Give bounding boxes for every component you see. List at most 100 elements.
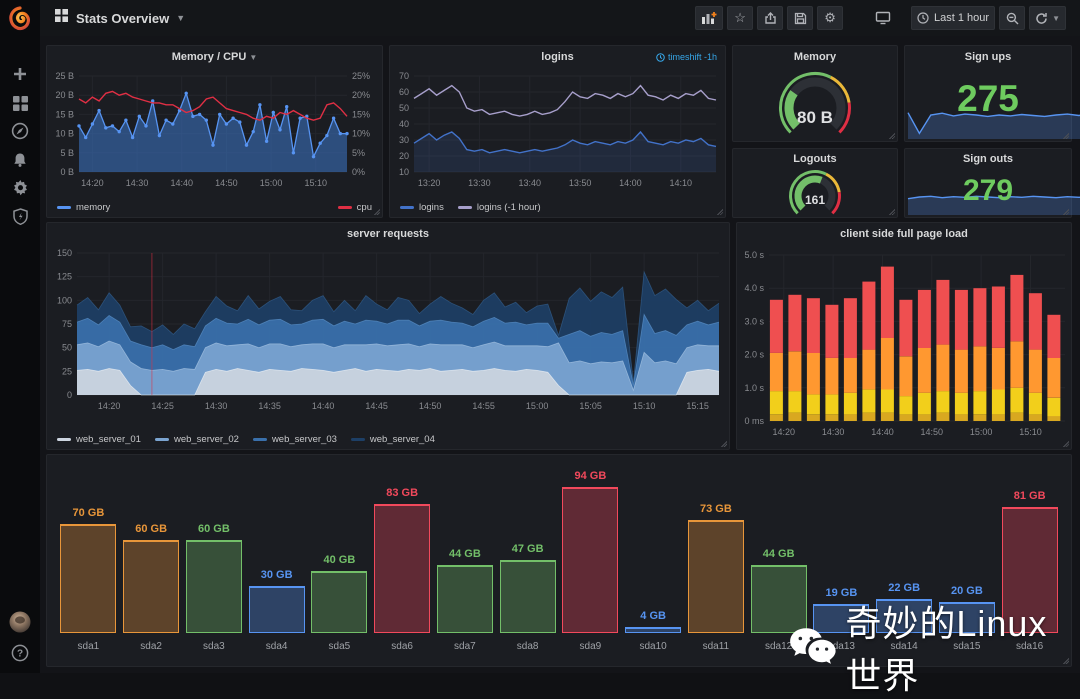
disk-bar-sda9[interactable]: [562, 487, 619, 633]
page-load-bar-segment[interactable]: [917, 348, 931, 393]
page-load-bar-segment[interactable]: [769, 414, 783, 421]
memory-point[interactable]: [204, 118, 208, 122]
sign-ups-sparkline[interactable]: [906, 88, 1080, 140]
memory-point[interactable]: [197, 112, 202, 117]
memory-point[interactable]: [251, 129, 255, 134]
configuration-gear-icon[interactable]: [0, 175, 40, 201]
refresh-interval-caret-icon[interactable]: ▼: [1052, 13, 1060, 23]
page-load-bar-segment[interactable]: [1047, 357, 1061, 398]
page-load-bar-segment[interactable]: [788, 412, 802, 421]
page-load-bar-segment[interactable]: [1028, 392, 1042, 415]
grafana-logo-icon[interactable]: [0, 4, 40, 34]
memory-point[interactable]: [124, 118, 128, 122]
disk-bar-sda4[interactable]: [248, 586, 305, 633]
page-load-bar-segment[interactable]: [862, 389, 876, 413]
refresh-button[interactable]: ▼: [1029, 6, 1066, 30]
memory-point[interactable]: [110, 124, 115, 128]
alerting-bell-icon[interactable]: [0, 147, 40, 173]
memory-point[interactable]: [271, 110, 275, 115]
page-load-bar-segment[interactable]: [973, 346, 987, 392]
panel-title[interactable]: Sign outs: [962, 153, 1014, 165]
create-icon[interactable]: [0, 61, 40, 87]
page-load-bar-segment[interactable]: [769, 391, 783, 415]
page-load-bar-segment[interactable]: [806, 352, 820, 395]
page-load-bar-segment[interactable]: [825, 304, 839, 358]
page-load-bar-segment[interactable]: [954, 289, 968, 350]
page-load-bar-segment[interactable]: [899, 396, 913, 415]
admin-shield-icon[interactable]: [0, 203, 40, 229]
star-button[interactable]: ☆: [727, 6, 754, 30]
legend-item-web-server-03[interactable]: web_server_03: [252, 434, 337, 445]
page-load-bar-segment[interactable]: [862, 281, 876, 350]
page-load-bar-segment[interactable]: [880, 389, 894, 413]
page-load-bar-segment[interactable]: [917, 289, 931, 348]
memory-point[interactable]: [258, 103, 262, 107]
panel-title[interactable]: Memory: [793, 51, 837, 63]
page-load-bar-segment[interactable]: [991, 414, 1005, 421]
panel-title[interactable]: Sign ups: [964, 51, 1012, 63]
page-load-bar-segment[interactable]: [1010, 341, 1024, 388]
disk-bar-sda11[interactable]: [687, 519, 744, 633]
dashboard-settings-button[interactable]: ⚙: [817, 6, 844, 30]
page-load-bar-segment[interactable]: [991, 389, 1005, 415]
page-load-bar-segment[interactable]: [954, 414, 968, 421]
memory-point[interactable]: [345, 131, 349, 136]
page-load-bar-segment[interactable]: [954, 349, 968, 393]
memory-point[interactable]: [90, 122, 95, 126]
page-load-bar-segment[interactable]: [806, 414, 820, 421]
add-panel-button[interactable]: [695, 6, 724, 30]
memory-point[interactable]: [311, 154, 316, 159]
page-load-bar-segment[interactable]: [880, 266, 894, 338]
memory-point[interactable]: [130, 135, 135, 140]
page-load-bar-segment[interactable]: [973, 288, 987, 347]
memory-point[interactable]: [338, 131, 342, 136]
legend-item-memory[interactable]: memory: [57, 202, 110, 213]
disk-bar-sda1[interactable]: [60, 524, 117, 633]
memory-point[interactable]: [278, 128, 282, 132]
memory-point[interactable]: [144, 124, 148, 128]
memory-point[interactable]: [325, 133, 329, 138]
memory-point[interactable]: [238, 120, 242, 124]
memory-point[interactable]: [298, 116, 302, 120]
save-button[interactable]: [787, 6, 814, 30]
page-load-bar-segment[interactable]: [806, 298, 820, 353]
memory-cpu-chart[interactable]: 0 B 0% 5 B 5% 10 B 10% 15 B 15% 20 B 20% 25 B 25% 14…: [47, 68, 382, 196]
memory-gauge[interactable]: [733, 68, 897, 140]
page-load-bar-segment[interactable]: [936, 412, 950, 421]
disk-bar-sda13[interactable]: [813, 603, 870, 633]
panel-title[interactable]: Logouts: [793, 153, 837, 165]
page-load-bar-segment[interactable]: [991, 286, 1005, 348]
page-load-bar-segment[interactable]: [973, 391, 987, 415]
legend-item-web-server-01[interactable]: web_server_01: [57, 434, 141, 445]
memory-point[interactable]: [231, 116, 235, 120]
page-load-bar-segment[interactable]: [936, 344, 950, 392]
page-load-bar-segment[interactable]: [862, 349, 876, 390]
page-load-bar-segment[interactable]: [843, 298, 857, 358]
disk-bar-sda6[interactable]: [374, 504, 431, 633]
page-load-bar-segment[interactable]: [1010, 412, 1024, 421]
dashboard-title-caret-icon[interactable]: ▼: [176, 13, 186, 23]
panel-title[interactable]: server requests: [347, 228, 429, 240]
memory-point[interactable]: [157, 133, 162, 138]
disk-bar-sda5[interactable]: [311, 570, 368, 633]
disk-bar-sda12[interactable]: [750, 564, 807, 633]
page-load-chart[interactable]: 0 ms 1.0 s 2.0 s 3.0 s 4.0 s 5.0 s 14:20 14:30 1…: [737, 245, 1071, 447]
server-requests-chart[interactable]: 0 25 50 75 100 125 150 14:20 14:25 14:30 14:35 14:4…: [47, 245, 729, 427]
page-load-bar-segment[interactable]: [1028, 349, 1042, 393]
page-load-bar-segment[interactable]: [936, 279, 950, 345]
user-avatar[interactable]: [0, 609, 40, 635]
memory-point[interactable]: [77, 124, 81, 128]
page-load-bar-segment[interactable]: [1028, 414, 1042, 421]
page-load-bar-segment[interactable]: [936, 391, 950, 413]
memory-point[interactable]: [171, 122, 175, 126]
memory-point[interactable]: [117, 129, 121, 134]
disk-bar-chart[interactable]: 70 GB sda1 60 GB sda2 60 GB sda3 30 GB sda4 40 G…: [47, 455, 1071, 666]
memory-point[interactable]: [211, 143, 215, 147]
page-load-bar-segment[interactable]: [825, 414, 839, 421]
memory-point[interactable]: [244, 143, 249, 147]
page-load-bar-segment[interactable]: [1047, 416, 1061, 421]
dashboard-title[interactable]: Stats Overview: [76, 10, 170, 26]
page-load-bar-segment[interactable]: [769, 352, 783, 392]
explore-icon[interactable]: [0, 118, 40, 144]
page-load-bar-segment[interactable]: [1047, 314, 1061, 358]
